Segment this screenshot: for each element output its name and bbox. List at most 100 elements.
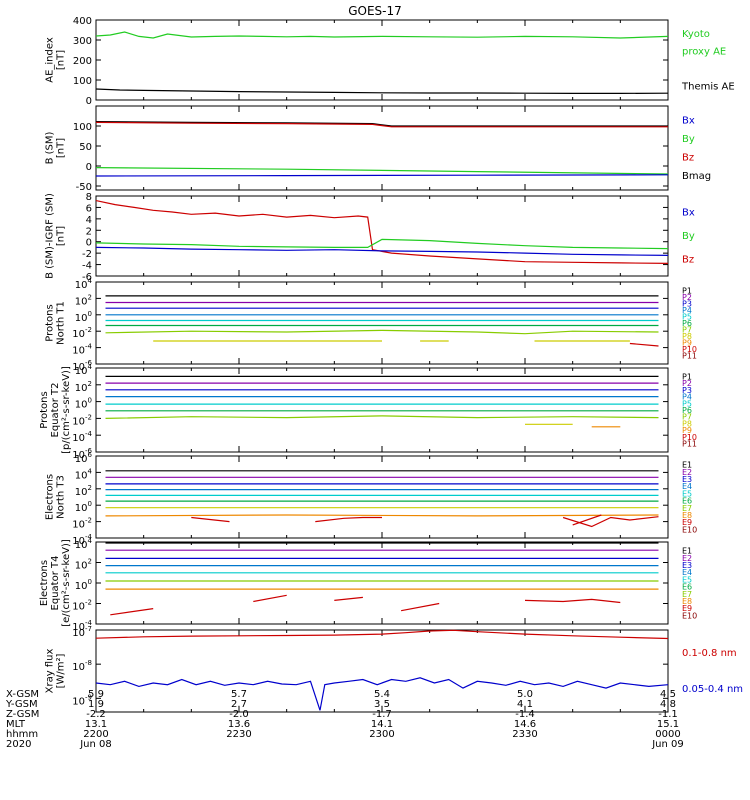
legend-entry: P6 — [682, 406, 692, 415]
legend-entry: P9 — [682, 426, 692, 435]
y-tick-label: 100 — [73, 122, 92, 133]
footer-value: 1.9 — [88, 699, 104, 710]
footer-value: 4.1 — [517, 699, 533, 710]
series-line — [95, 246, 669, 256]
footer-value: 14.1 — [371, 719, 393, 730]
y-tick-label: -50 — [76, 182, 92, 193]
footer-value: 2200 — [83, 729, 108, 740]
y-tick-label: 104 — [75, 467, 93, 481]
footer-value: -1.7 — [372, 709, 392, 720]
legend-entry: E8 — [682, 597, 692, 606]
legend-entry: P9 — [682, 339, 692, 348]
legend-entry: P4 — [682, 306, 692, 315]
y-axis-label: Electrons — [39, 560, 50, 606]
legend-entry: E6 — [682, 583, 692, 592]
series-line — [400, 602, 440, 612]
y-tick-label: 10-7 — [72, 625, 92, 639]
y-tick-exponent: 4 — [88, 537, 93, 545]
y-axis-label: Equator T4 — [50, 556, 61, 611]
legend-entry: E5 — [682, 575, 692, 584]
panel-frame — [95, 367, 669, 453]
series-line — [95, 121, 668, 128]
footer-value: 2330 — [512, 729, 537, 740]
legend-entry: E9 — [682, 518, 692, 527]
legend-entry: Themis AE — [681, 81, 735, 92]
y-tick-exponent: 2 — [88, 293, 92, 301]
footer-value: Jun 09 — [651, 739, 684, 750]
series-line — [95, 238, 669, 250]
legend-entry: P8 — [682, 420, 692, 429]
y-tick-exponent: 2 — [88, 484, 92, 492]
y-tick-exponent: -6 — [85, 447, 93, 455]
legend-entry: P8 — [682, 332, 692, 341]
footer-value: 5.9 — [88, 689, 104, 700]
legend-entry: P7 — [682, 413, 692, 422]
series-line — [524, 598, 621, 604]
legend-entry: P6 — [682, 319, 692, 328]
legend-entry: E10 — [682, 611, 697, 620]
y-tick-exponent: -4 — [85, 533, 93, 541]
y-tick-label: 102 — [75, 484, 92, 498]
y-tick-exponent: 0 — [88, 397, 92, 405]
footer-value: 5.4 — [374, 689, 390, 700]
legend-entry: E2 — [682, 554, 692, 563]
footer-value: 2230 — [226, 729, 251, 740]
series-line — [105, 329, 659, 335]
legend-entry: E3 — [682, 561, 692, 570]
footer-value: 4.5 — [660, 689, 676, 700]
y-tick-label: 104 — [75, 537, 93, 551]
footer-value: -2.0 — [229, 709, 249, 720]
series-line — [562, 516, 659, 528]
series-line — [334, 596, 363, 601]
legend-entry: By — [682, 134, 695, 145]
y-tick-exponent: -8 — [85, 659, 92, 667]
y-tick-label: 50 — [79, 142, 92, 153]
panel-frame — [95, 105, 669, 191]
y-axis-label: [nT] — [56, 50, 67, 70]
y-tick-exponent: -4 — [85, 619, 93, 627]
y-tick-label: 0 — [86, 238, 92, 249]
y-tick-label: 4 — [86, 215, 92, 226]
y-axis-label: Protons — [45, 304, 56, 341]
legend-entry: P5 — [682, 313, 692, 322]
series-line — [95, 167, 669, 175]
series-line — [105, 415, 659, 419]
y-tick-exponent: 4 — [88, 467, 93, 475]
y-axis-label: Equator T2 — [50, 383, 61, 438]
y-tick-label: 10-4 — [72, 343, 92, 357]
legend-entry: P3 — [682, 386, 692, 395]
y-tick-label: -2 — [82, 249, 92, 260]
y-tick-label: 10-2 — [72, 326, 92, 340]
legend-entry: E5 — [682, 489, 692, 498]
legend-entry: P3 — [682, 299, 692, 308]
legend-entry: P1 — [682, 372, 692, 381]
y-tick-label: 102 — [75, 558, 92, 572]
y-axis-label: North T3 — [56, 475, 67, 519]
series-line — [191, 516, 230, 523]
legend-entry: P10 — [682, 433, 697, 442]
series-line — [95, 174, 669, 177]
y-tick-label: 104 — [75, 363, 93, 377]
y-axis-label: B (SM)-IGRF (SM) — [45, 193, 56, 279]
y-tick-exponent: 4 — [88, 363, 93, 371]
footer-value: -1.1 — [658, 709, 678, 720]
legend-entry: P11 — [682, 440, 697, 449]
y-tick-label: 10-2 — [72, 413, 92, 427]
y-tick-exponent: 2 — [88, 380, 92, 388]
footer-row-label: MLT — [6, 719, 26, 730]
y-axis-label: North T1 — [56, 301, 67, 345]
y-tick-exponent: -9 — [85, 693, 92, 701]
y-tick-label: 10-2 — [72, 599, 92, 613]
y-tick-label: 2 — [86, 226, 92, 237]
footer-value: -2.2 — [86, 709, 106, 720]
legend-entry: By — [682, 231, 695, 242]
footer-row-label: Z-GSM — [6, 709, 39, 720]
legend-entry: P4 — [682, 393, 692, 402]
legend-entry: P11 — [682, 352, 697, 361]
series-line — [629, 342, 659, 347]
series-line — [95, 121, 668, 127]
footer-value: 13.6 — [228, 719, 250, 730]
